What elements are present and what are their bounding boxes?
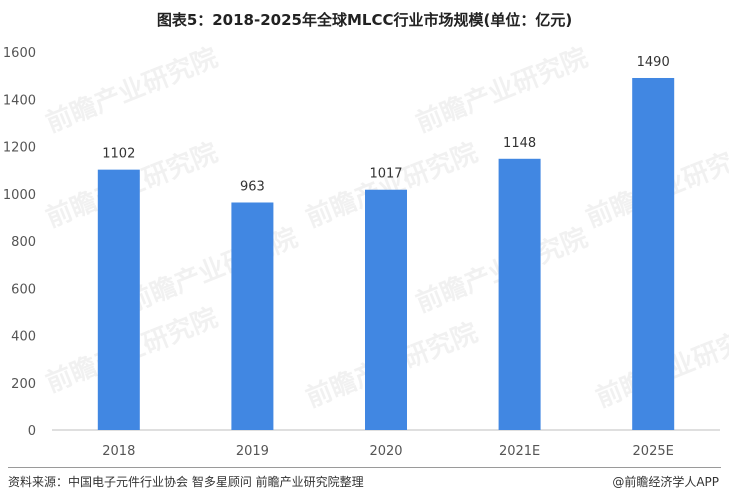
y-tick-label: 1400 bbox=[3, 93, 36, 108]
y-tick-label: 1200 bbox=[3, 141, 36, 156]
brand-credit: @前瞻经济学人APP bbox=[612, 475, 719, 489]
y-tick-label: 0 bbox=[28, 424, 36, 439]
footer-divider bbox=[8, 467, 721, 468]
bar bbox=[632, 77, 675, 431]
x-tick-label: 2020 bbox=[369, 444, 402, 459]
data-label: 1490 bbox=[637, 55, 670, 70]
y-tick-label: 400 bbox=[11, 330, 36, 345]
data-label: 1017 bbox=[369, 167, 402, 182]
y-tick-label: 600 bbox=[11, 282, 36, 297]
x-tick-label: 2018 bbox=[102, 444, 135, 459]
y-tick-label: 1000 bbox=[3, 188, 36, 203]
data-label: 1148 bbox=[503, 136, 536, 151]
data-label: 1102 bbox=[102, 147, 135, 162]
bar-chart: 0 200 400 600 800 1000 1200 1400 1600 1102 2018 963… bbox=[3, 46, 720, 459]
bar bbox=[231, 202, 274, 430]
y-tick-label: 800 bbox=[11, 235, 36, 250]
y-tick-label: 1600 bbox=[3, 46, 36, 61]
x-tick-label: 2025E bbox=[633, 444, 674, 459]
x-tick-label: 2019 bbox=[236, 444, 269, 459]
chart-title: 图表5：2018-2025年全球MLCC行业市场规模(单位：亿元) bbox=[156, 11, 573, 29]
bar bbox=[498, 158, 541, 430]
source-note: 资料来源：中国电子元件行业协会 智多星顾问 前瞻产业研究院整理 bbox=[8, 475, 364, 489]
bar bbox=[97, 169, 140, 430]
y-tick-label: 200 bbox=[11, 377, 36, 392]
x-tick-label: 2021E bbox=[499, 444, 540, 459]
bar bbox=[365, 189, 407, 430]
data-label: 963 bbox=[240, 179, 265, 194]
